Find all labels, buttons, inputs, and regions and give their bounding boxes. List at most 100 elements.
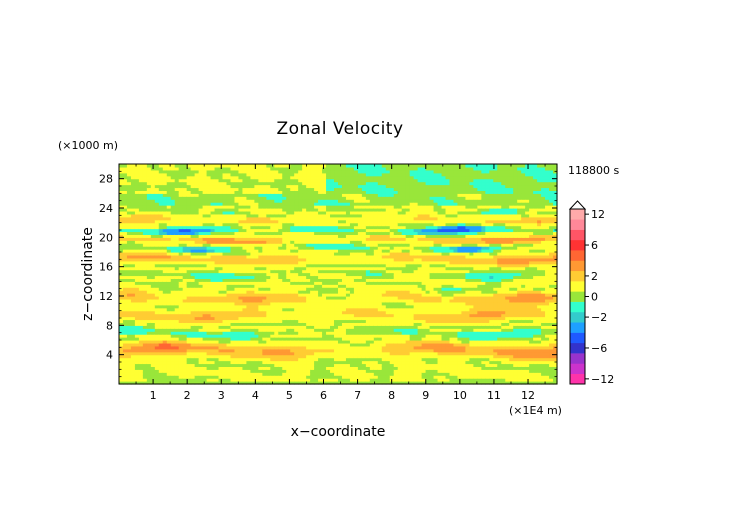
heatmap-cell (130, 363, 136, 367)
heatmap-cell (154, 372, 160, 376)
heatmap-cell (162, 372, 168, 376)
heatmap-cell (238, 231, 244, 235)
heatmap-cell (310, 296, 315, 300)
heatmap-cell (226, 246, 232, 250)
heatmap-cell (262, 231, 267, 235)
heatmap-cell (278, 219, 283, 224)
heatmap-cell (334, 307, 339, 312)
heatmap-cell (198, 296, 204, 300)
heatmap-cell (338, 205, 343, 209)
heatmap-cell (119, 290, 124, 294)
heatmap-cell (310, 316, 315, 321)
heatmap-cell (126, 281, 132, 285)
heatmap-cell (254, 287, 259, 291)
heatmap-cell (274, 301, 279, 306)
heatmap-cell (230, 360, 236, 365)
heatmap-cell (226, 363, 232, 367)
heatmap-cell (246, 225, 251, 230)
heatmap-cell (373, 278, 379, 282)
heatmap-cell (234, 219, 240, 224)
heatmap-cell (142, 243, 148, 247)
heatmap-cell (341, 210, 347, 215)
heatmap-cell (218, 266, 224, 271)
heatmap-cell (278, 196, 283, 200)
heatmap-cell (242, 375, 248, 379)
heatmap-cell (182, 181, 188, 186)
heatmap-cell (250, 325, 255, 329)
heatmap-cell (174, 199, 180, 203)
heatmap-cell (334, 328, 339, 332)
heatmap-cell (377, 290, 383, 294)
heatmap-cell (142, 345, 148, 350)
heatmap-cell (322, 310, 327, 315)
heatmap-cell (266, 354, 271, 359)
heatmap-cell (361, 234, 367, 238)
heatmap-cell (330, 337, 335, 341)
heatmap-cell (234, 375, 240, 379)
heatmap-cell (361, 225, 367, 230)
heatmap-cell (353, 225, 359, 230)
heatmap-cell (242, 243, 248, 247)
heatmap-cell (190, 252, 196, 256)
heatmap-cell (206, 351, 212, 356)
heatmap-cell (310, 334, 315, 338)
heatmap-cell (138, 369, 144, 373)
heatmap-cell (282, 260, 287, 265)
heatmap-cell (290, 184, 295, 189)
heatmap-cell (186, 340, 192, 344)
heatmap-cell (158, 164, 164, 168)
heatmap-cell (210, 213, 216, 218)
heatmap-cell (210, 216, 216, 221)
heatmap-cell (226, 228, 232, 233)
heatmap-cell (166, 319, 172, 323)
heatmap-cell (298, 296, 303, 300)
heatmap-cell (373, 164, 379, 168)
heatmap-cell (138, 345, 144, 350)
heatmap-cell (119, 205, 124, 209)
heatmap-cell (294, 360, 299, 365)
heatmap-cell (262, 290, 267, 294)
heatmap-cell (162, 310, 168, 315)
heatmap-cell (174, 345, 180, 350)
heatmap-cell (202, 266, 208, 271)
heatmap-cell (222, 293, 228, 297)
heatmap-cell (294, 184, 299, 189)
heatmap-cell (190, 296, 196, 300)
heatmap-cell (278, 240, 283, 244)
heatmap-cell (119, 222, 124, 227)
heatmap-cell (130, 298, 136, 303)
heatmap-cell (326, 334, 331, 338)
heatmap-cell (194, 225, 200, 230)
heatmap-cell (138, 357, 144, 362)
heatmap-cell (365, 184, 371, 189)
heatmap-cell (341, 199, 347, 203)
heatmap-cell (274, 293, 279, 297)
heatmap-cell (178, 348, 184, 353)
heatmap-cell (226, 334, 232, 338)
heatmap-cell (338, 284, 343, 288)
heatmap-cell (170, 172, 176, 177)
heatmap-cell (198, 287, 204, 291)
heatmap-cell (126, 340, 132, 344)
heatmap-cell (330, 246, 335, 250)
heatmap-cell (278, 275, 283, 279)
heatmap-cell (290, 193, 295, 197)
heatmap-cell (178, 231, 184, 235)
heatmap-cell (294, 337, 299, 341)
heatmap-cell (170, 366, 176, 370)
heatmap-cell (310, 351, 315, 356)
heatmap-cell (214, 234, 220, 238)
heatmap-cell (361, 257, 367, 262)
heatmap-cell (130, 249, 136, 253)
heatmap-cell (318, 366, 323, 370)
heatmap-cell (314, 263, 319, 268)
heatmap-cell (242, 213, 248, 218)
heatmap-cell (373, 316, 379, 321)
heatmap-cell (182, 351, 188, 356)
heatmap-cell (302, 304, 307, 309)
heatmap-cell (138, 187, 144, 191)
heatmap-cell (162, 169, 168, 174)
heatmap-cell (210, 334, 216, 338)
heatmap-cell (246, 210, 251, 215)
heatmap-cell (119, 363, 124, 367)
